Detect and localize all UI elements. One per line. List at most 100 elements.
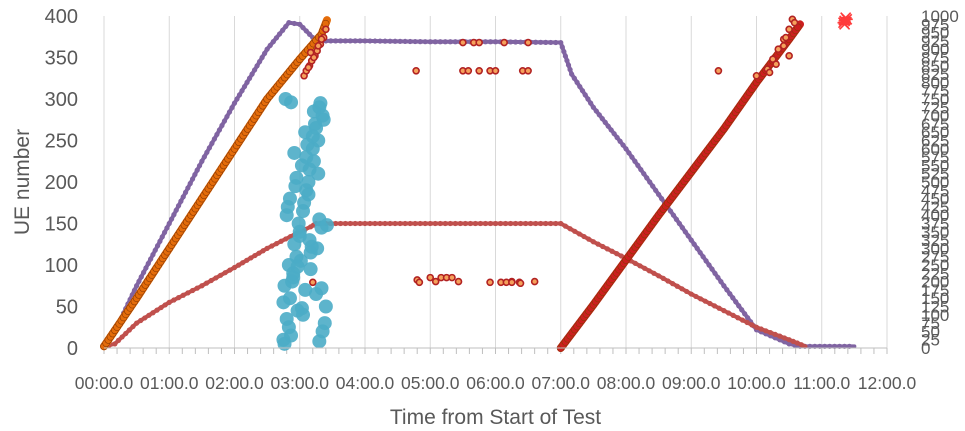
series-point	[798, 342, 804, 348]
series-point	[314, 281, 329, 296]
series-point	[270, 39, 276, 45]
series-point	[136, 278, 142, 284]
series-point	[199, 283, 205, 289]
series-point	[382, 38, 388, 44]
series-point	[304, 63, 313, 72]
series-point	[342, 220, 349, 227]
y2-tick-label: 350	[921, 223, 949, 242]
series-point	[294, 301, 309, 316]
series-5	[300, 15, 799, 288]
series-point	[779, 42, 788, 50]
series-point	[387, 38, 393, 44]
series-point	[574, 79, 580, 85]
series-point	[715, 274, 721, 281]
series-point	[553, 39, 559, 46]
series-point	[306, 31, 313, 37]
series-point	[175, 295, 182, 301]
series-point	[558, 39, 564, 46]
y2-tick-label: 125	[921, 298, 949, 317]
series-point	[273, 241, 280, 247]
series-point	[145, 260, 151, 267]
series-point	[475, 38, 483, 47]
series-point	[600, 243, 606, 250]
series-point	[781, 335, 788, 341]
y2-tick-label: 375	[921, 215, 949, 234]
series-point	[702, 298, 708, 304]
y-tick-label: 200	[45, 172, 78, 194]
series-point	[571, 75, 577, 81]
series-3	[556, 20, 804, 352]
y2-tick-label: 950	[921, 24, 949, 43]
series-point	[154, 307, 160, 313]
series-point	[168, 216, 175, 222]
series-point	[216, 127, 223, 133]
y2-tick-label: 175	[921, 281, 949, 300]
y2-tick-label: 500	[921, 173, 949, 192]
series-point	[432, 220, 438, 227]
series-point	[112, 341, 118, 347]
series-point	[739, 307, 745, 313]
series-point	[567, 66, 573, 73]
series-point	[235, 262, 242, 268]
series-point	[204, 149, 210, 155]
series-point	[641, 171, 647, 177]
series-point	[142, 315, 148, 321]
series-point	[427, 39, 433, 45]
series-point	[562, 53, 569, 59]
series-point	[372, 220, 378, 227]
series-point	[516, 279, 525, 288]
series-point	[585, 96, 591, 102]
series-point	[178, 198, 184, 204]
series-point	[492, 39, 499, 45]
series-2	[100, 16, 331, 351]
series-point	[392, 220, 398, 227]
series-point	[700, 254, 706, 260]
series-point	[442, 39, 448, 45]
series-point	[214, 131, 220, 138]
series-point	[412, 220, 418, 227]
series-point	[572, 228, 578, 234]
series-point	[618, 253, 624, 259]
series-point	[431, 277, 440, 286]
series-point	[777, 333, 783, 339]
y2-tick-label: 875	[921, 49, 949, 68]
series-point	[656, 273, 662, 279]
y2-tick-label: 525	[921, 165, 949, 184]
series-point	[422, 220, 428, 227]
series-point	[712, 270, 718, 276]
series-point	[286, 20, 292, 26]
y2-tick-label: 300	[921, 239, 949, 258]
series-point	[685, 233, 691, 239]
y2-tick-label: 25	[921, 331, 940, 350]
y2-tick-label: 575	[921, 148, 949, 167]
series-point	[427, 220, 433, 227]
y2-tick-label: 975	[921, 15, 949, 34]
series-point	[651, 270, 657, 276]
y-tick-label: 150	[45, 214, 78, 236]
series-point	[213, 275, 219, 281]
series-point	[319, 218, 334, 233]
series-point	[382, 220, 388, 227]
y2-tick-label: 700	[921, 107, 949, 126]
series-point	[317, 316, 332, 331]
series-point	[482, 220, 489, 227]
series-point	[417, 220, 423, 227]
series-point	[254, 63, 260, 69]
series-point	[581, 233, 587, 240]
series-point	[543, 39, 549, 45]
series-point	[749, 322, 755, 328]
series-point	[667, 208, 674, 214]
series-point	[298, 282, 313, 297]
series-point	[422, 39, 428, 45]
y-axis-tick-labels: 0 50 100 150 200 250 300 350 400	[45, 6, 78, 360]
series-point	[739, 317, 746, 323]
series-point	[333, 220, 339, 227]
series-point	[415, 278, 424, 287]
series-point	[208, 277, 214, 284]
series-point	[171, 212, 177, 218]
series-point	[119, 334, 125, 340]
series-point	[231, 264, 238, 271]
series-point	[758, 326, 764, 332]
series-point	[730, 312, 736, 318]
series-point	[308, 278, 317, 287]
